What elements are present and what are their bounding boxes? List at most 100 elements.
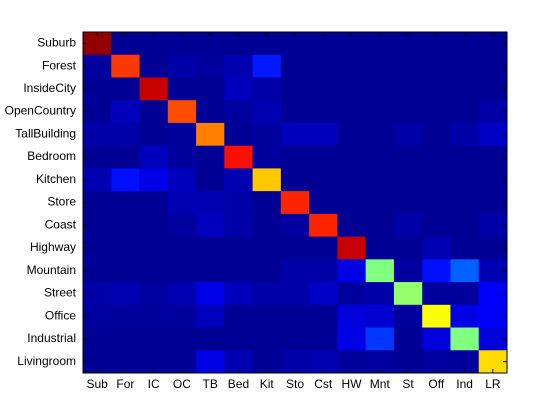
heat-cell	[83, 213, 112, 238]
heat-cell	[337, 259, 367, 283]
y-tick-label: Office	[45, 308, 76, 322]
heat-cell	[139, 100, 169, 124]
x-tick-label: TB	[203, 377, 218, 391]
heat-cell	[196, 259, 225, 283]
heat-cell	[224, 32, 254, 56]
heat-cell	[111, 191, 141, 215]
heat-cell	[252, 122, 282, 147]
heat-cell	[196, 304, 225, 329]
heat-cell	[450, 304, 480, 329]
heat-cell	[224, 168, 254, 192]
heat-cell	[224, 100, 254, 124]
heat-cell	[196, 327, 225, 351]
heat-cell	[422, 213, 451, 238]
heat-cell	[450, 168, 480, 192]
heat-cell	[309, 304, 338, 329]
heat-cell	[224, 145, 254, 169]
x-tick-label: Bed	[228, 377, 249, 391]
heat-cell	[309, 259, 338, 283]
heat-cell	[393, 145, 423, 169]
heat-cell	[83, 100, 112, 124]
heat-cell	[111, 304, 141, 329]
heat-cell	[224, 77, 254, 101]
heat-cell	[478, 236, 508, 260]
heat-cell	[337, 168, 367, 192]
heat-cell	[252, 304, 282, 329]
heat-cell	[337, 213, 367, 238]
x-tick-label: Ind	[456, 377, 473, 391]
heat-cell	[83, 122, 112, 147]
heat-cell	[280, 54, 310, 78]
heat-cell	[111, 236, 141, 260]
heat-cell	[196, 32, 225, 56]
heat-cell	[365, 32, 395, 56]
heat-cell	[111, 259, 141, 283]
x-tick-label: St	[402, 377, 414, 391]
heat-cell	[337, 327, 367, 351]
heat-cell	[196, 145, 225, 169]
heat-cell	[422, 191, 451, 215]
heat-cell	[365, 304, 395, 329]
heat-cell	[280, 100, 310, 124]
y-tick-label: Livingroom	[17, 354, 76, 368]
y-tick-label: Bedroom	[27, 149, 76, 163]
heat-cell	[83, 191, 112, 215]
heat-cell	[478, 77, 508, 101]
x-tick-label: Cst	[314, 377, 333, 391]
heat-cell	[478, 304, 508, 329]
heat-cell	[111, 350, 141, 374]
heat-cell	[422, 77, 451, 101]
heat-cell	[450, 32, 480, 56]
y-tick-label: OpenCountry	[5, 104, 76, 118]
heat-cell	[280, 213, 310, 238]
heat-cell	[139, 304, 169, 329]
heat-cell	[252, 77, 282, 101]
heat-cell	[337, 32, 367, 56]
heat-cell	[196, 77, 225, 101]
heat-cell	[337, 350, 367, 374]
heat-cell	[167, 168, 197, 192]
heat-cell	[478, 145, 508, 169]
heat-cell	[478, 259, 508, 283]
x-tick-label: OC	[173, 377, 191, 391]
heat-cell	[280, 259, 310, 283]
heat-cell	[111, 168, 141, 192]
heat-cell	[280, 77, 310, 101]
heat-cell	[450, 145, 480, 169]
heat-cell	[280, 168, 310, 192]
heat-cell	[139, 145, 169, 169]
heat-cell	[111, 100, 141, 124]
heat-cell	[365, 168, 395, 192]
heat-cell	[167, 191, 197, 215]
heat-cell	[309, 145, 338, 169]
heat-cell	[450, 122, 480, 147]
y-tick-label: Store	[47, 195, 76, 209]
heat-cell	[393, 259, 423, 283]
heat-cell	[252, 168, 282, 192]
heat-cell	[365, 327, 395, 351]
heat-cell	[478, 282, 508, 306]
heat-cell	[83, 304, 112, 329]
heat-cell	[309, 236, 338, 260]
heat-cell	[309, 77, 338, 101]
heat-cell	[478, 327, 508, 351]
heat-cell	[422, 327, 451, 351]
x-tick-label: LR	[485, 377, 501, 391]
heat-cell	[252, 236, 282, 260]
heat-cell	[422, 100, 451, 124]
heat-cell	[450, 236, 480, 260]
heat-cell	[365, 145, 395, 169]
heat-cell	[196, 100, 225, 124]
x-tick-label: Kit	[260, 377, 275, 391]
heat-cell	[224, 327, 254, 351]
heat-cell	[167, 213, 197, 238]
heat-cell	[280, 145, 310, 169]
heat-cell	[365, 282, 395, 306]
x-tick-label: HW	[342, 377, 363, 391]
heat-cell	[196, 168, 225, 192]
heat-cell	[111, 54, 141, 78]
heat-cell	[224, 213, 254, 238]
y-tick-label: Coast	[45, 217, 77, 231]
heat-cell	[365, 213, 395, 238]
